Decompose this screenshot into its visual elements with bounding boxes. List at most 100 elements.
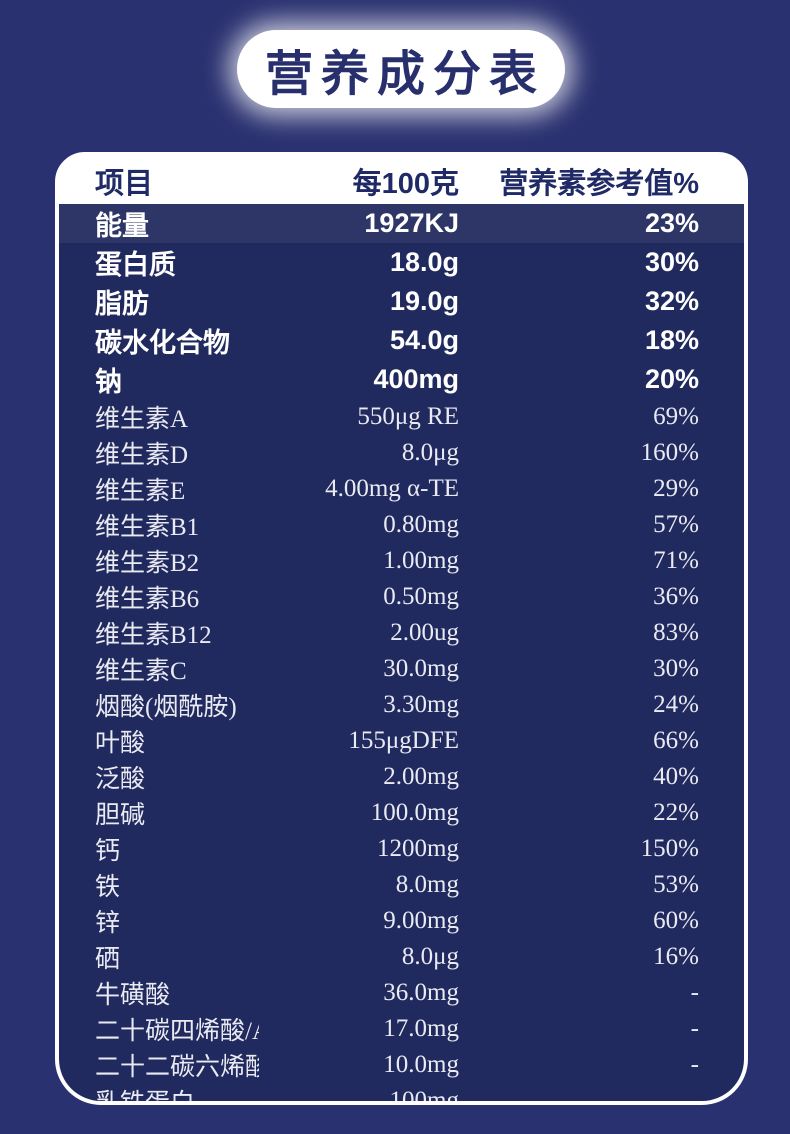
row-label: 维生素E — [95, 478, 186, 505]
row-label: 钙 — [95, 838, 121, 865]
row-label: 维生素A — [95, 406, 189, 433]
row-nrv: 29% — [653, 475, 699, 502]
row-nrv: 150% — [640, 835, 699, 862]
row-value: 100mg — [389, 1087, 459, 1105]
header-nrv-percent: 营养素参考值% — [499, 168, 699, 200]
row-value: 1200mg — [377, 835, 459, 862]
table-row: 锌 9.00mg 60% — [59, 903, 744, 939]
row-value: 19.0g — [389, 286, 459, 316]
table-row: 维生素D 8.0μg 160% — [59, 435, 744, 471]
row-label: 钠 — [95, 367, 122, 397]
row-value: 8.0μg — [401, 439, 459, 466]
row-value: 0.80mg — [383, 511, 459, 538]
table-row: 铁 8.0mg 53% — [59, 867, 744, 903]
header-per-100g: 每100克 — [352, 168, 459, 200]
row-value: 17.0mg — [383, 1015, 459, 1042]
row-nrv: 20% — [644, 364, 699, 394]
row-label: 维生素B1 — [95, 514, 200, 541]
title-banner: 营养成分表 — [237, 30, 565, 108]
row-label: 胆碱 — [95, 802, 146, 829]
row-label: 二十二碳六烯酸/DHA — [95, 1054, 259, 1081]
row-value: 0.50mg — [383, 583, 459, 610]
table-row: 胆碱 100.0mg 22% — [59, 795, 744, 831]
row-nrv: 30% — [653, 655, 699, 682]
row-label: 碳水化合物 — [95, 328, 230, 358]
row-nrv: - — [690, 979, 699, 1006]
row-value: 100.0mg — [370, 799, 459, 826]
row-nrv: 18% — [644, 325, 699, 355]
row-label: 乳铁蛋白 — [95, 1090, 196, 1105]
row-label: 维生素B2 — [95, 550, 200, 577]
table-row: 二十二碳六烯酸/DHA 10.0mg - — [59, 1047, 744, 1083]
table-row: 硒 8.0μg 16% — [59, 939, 744, 975]
row-nrv: 57% — [653, 511, 699, 538]
row-value: 36.0mg — [383, 979, 459, 1006]
row-nrv: 160% — [640, 439, 699, 466]
row-nrv: 36% — [653, 583, 699, 610]
row-nrv: 53% — [653, 871, 699, 898]
table-header-row: 项目 每100克 营养素参考值% — [59, 156, 744, 204]
table-row: 碳水化合物 54.0g 18% — [59, 321, 744, 360]
row-nrv: - — [690, 1015, 699, 1042]
row-label: 烟酸(烟酰胺) — [95, 694, 237, 721]
table-row: 牛磺酸 36.0mg - — [59, 975, 744, 1011]
table-row: 脂肪 19.0g 32% — [59, 282, 744, 321]
row-label: 硒 — [95, 946, 121, 973]
page-title: 营养成分表 — [264, 48, 545, 101]
row-nrv: 66% — [653, 727, 699, 754]
table-row: 钙 1200mg 150% — [59, 831, 744, 867]
row-label: 能量 — [95, 211, 149, 241]
table-row: 乳铁蛋白 100mg - — [59, 1083, 744, 1105]
row-value: 155μgDFE — [348, 727, 459, 754]
row-value: 8.0μg — [401, 943, 459, 970]
row-value: 8.0mg — [395, 871, 459, 898]
table-row: 泛酸 2.00mg 40% — [59, 759, 744, 795]
row-value: 4.00mg α-TE — [325, 475, 459, 502]
table-row: 能量 1927KJ 23% — [59, 204, 744, 243]
table-body: 能量 1927KJ 23% 蛋白质 18.0g 30% 脂肪 19.0g 32% 碳水化合物 54.… — [59, 204, 744, 1105]
header-item: 项目 — [95, 168, 154, 200]
row-nrv: 16% — [653, 943, 699, 970]
table-row: 维生素B12 2.00ug 83% — [59, 615, 744, 651]
row-value: 1.00mg — [383, 547, 459, 574]
row-nrv: 23% — [644, 208, 699, 238]
row-value: 1927KJ — [364, 208, 459, 238]
table-row: 维生素B2 1.00mg 71% — [59, 543, 744, 579]
row-value: 550μg RE — [357, 403, 459, 430]
row-value: 2.00ug — [390, 619, 459, 646]
row-label: 泛酸 — [95, 766, 146, 793]
row-value: 9.00mg — [383, 907, 459, 934]
row-label: 牛磺酸 — [95, 982, 171, 1009]
row-value: 400mg — [373, 364, 459, 394]
row-label: 脂肪 — [95, 289, 149, 319]
table-row: 维生素C 30.0mg 30% — [59, 651, 744, 687]
row-label: 蛋白质 — [95, 250, 176, 280]
row-nrv: 83% — [653, 619, 699, 646]
row-nrv: 22% — [653, 799, 699, 826]
table-row: 维生素B1 0.80mg 57% — [59, 507, 744, 543]
row-nrv: 24% — [653, 691, 699, 718]
row-label: 维生素B12 — [95, 622, 212, 649]
row-nrv: 60% — [653, 907, 699, 934]
row-value: 10.0mg — [383, 1051, 459, 1078]
row-value: 2.00mg — [383, 763, 459, 790]
table-row: 二十碳四烯酸/AA 17.0mg - — [59, 1011, 744, 1047]
table-row: 蛋白质 18.0g 30% — [59, 243, 744, 282]
table-row: 维生素E 4.00mg α-TE 29% — [59, 471, 744, 507]
row-value: 18.0g — [389, 247, 459, 277]
row-nrv: 71% — [653, 547, 699, 574]
row-label: 维生素C — [95, 658, 187, 685]
table-row: 烟酸(烟酰胺) 3.30mg 24% — [59, 687, 744, 723]
table-row: 钠 400mg 20% — [59, 360, 744, 399]
row-nrv: 69% — [653, 403, 699, 430]
table-row: 叶酸 155μgDFE 66% — [59, 723, 744, 759]
row-label: 铁 — [95, 874, 121, 901]
row-value: 54.0g — [389, 325, 459, 355]
row-value: 3.30mg — [383, 691, 459, 718]
row-nrv: - — [690, 1087, 699, 1105]
row-value: 30.0mg — [383, 655, 459, 682]
row-nrv: - — [690, 1051, 699, 1078]
row-label: 维生素B6 — [95, 586, 200, 613]
row-label: 二十碳四烯酸/AA — [95, 1018, 259, 1045]
table-row: 维生素B6 0.50mg 36% — [59, 579, 744, 615]
